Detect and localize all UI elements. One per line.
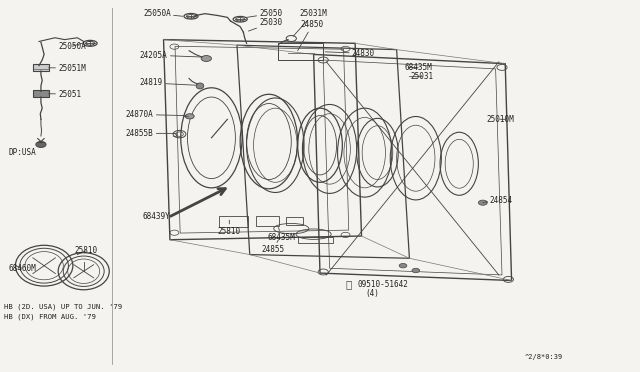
Text: 68435M: 68435M bbox=[404, 63, 432, 72]
Circle shape bbox=[478, 200, 487, 205]
Text: HB (2D. USA) UP TO JUN. '79: HB (2D. USA) UP TO JUN. '79 bbox=[4, 303, 122, 310]
Text: 24870A: 24870A bbox=[126, 110, 186, 119]
Text: HB (DX) FROM AUG. '79: HB (DX) FROM AUG. '79 bbox=[4, 313, 96, 320]
Text: (4): (4) bbox=[365, 289, 380, 298]
Bar bbox=[33, 90, 49, 97]
Bar bbox=[220, 216, 248, 227]
Text: 25031: 25031 bbox=[410, 72, 434, 81]
Text: 24819: 24819 bbox=[140, 78, 195, 87]
Text: 24854: 24854 bbox=[486, 196, 513, 205]
Ellipse shape bbox=[196, 83, 204, 89]
Bar bbox=[257, 216, 279, 227]
Circle shape bbox=[412, 268, 420, 273]
Bar bbox=[285, 217, 303, 225]
Text: 24855B: 24855B bbox=[126, 129, 175, 138]
Text: 25050A: 25050A bbox=[143, 9, 182, 18]
Text: 24850: 24850 bbox=[298, 20, 324, 51]
Text: 24205A: 24205A bbox=[140, 51, 202, 60]
Text: 24830: 24830 bbox=[325, 49, 375, 58]
Text: 68439Y: 68439Y bbox=[143, 212, 170, 221]
Text: 24855: 24855 bbox=[261, 240, 284, 254]
Text: 09510-51642: 09510-51642 bbox=[357, 280, 408, 289]
Circle shape bbox=[36, 141, 46, 147]
Text: 25051: 25051 bbox=[49, 90, 81, 99]
Text: DP:USA: DP:USA bbox=[8, 148, 36, 157]
Text: 25051M: 25051M bbox=[49, 64, 86, 73]
Circle shape bbox=[399, 263, 407, 268]
Text: 25810: 25810 bbox=[74, 246, 97, 255]
Text: Ⓢ: Ⓢ bbox=[346, 279, 352, 289]
Circle shape bbox=[201, 55, 211, 61]
Text: 25031M: 25031M bbox=[293, 9, 327, 36]
Text: 25050A: 25050A bbox=[58, 42, 86, 51]
Circle shape bbox=[185, 114, 194, 119]
Text: ^2/8*0:39: ^2/8*0:39 bbox=[524, 354, 563, 360]
Bar bbox=[33, 64, 49, 71]
Text: 25050: 25050 bbox=[246, 9, 282, 18]
Text: 25010M: 25010M bbox=[486, 115, 514, 124]
Text: 25030: 25030 bbox=[248, 19, 282, 31]
Bar bbox=[278, 43, 323, 60]
Text: 68435M: 68435M bbox=[268, 228, 296, 243]
Text: 68460M: 68460M bbox=[8, 264, 36, 273]
Bar bbox=[298, 237, 333, 243]
Text: 25810: 25810 bbox=[218, 220, 241, 236]
